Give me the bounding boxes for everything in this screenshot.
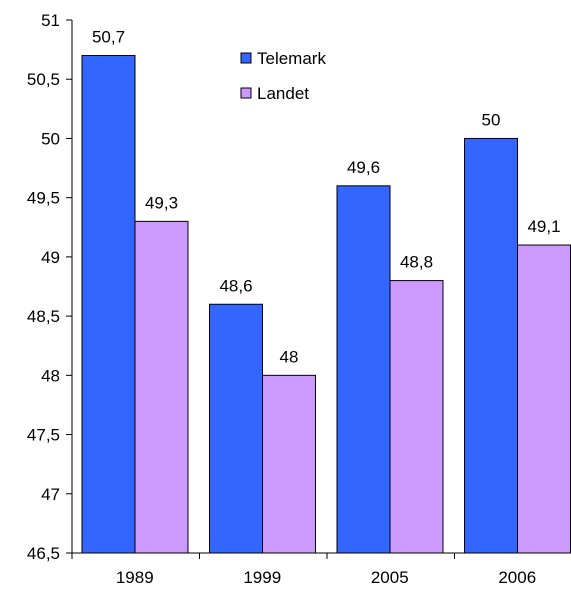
data-label: 48,6 <box>219 276 252 295</box>
y-tick-label: 49,5 <box>27 189 60 208</box>
y-tick-label: 51 <box>41 11 60 30</box>
y-tick-label: 50 <box>41 129 60 148</box>
y-tick-label: 48 <box>41 366 60 385</box>
legend: Telemark Landet <box>240 49 326 103</box>
legend-swatch-telemark <box>240 52 252 64</box>
y-tick-label: 50,5 <box>27 70 60 89</box>
data-label: 48,8 <box>400 253 433 272</box>
bars-group <box>81 55 571 554</box>
data-labels-group: 50,7 48,6 49,6 50 49,3 48 48,8 49,1 <box>92 28 561 367</box>
data-label: 50,7 <box>92 28 125 47</box>
data-label: 49,1 <box>527 217 560 236</box>
data-label: 49,3 <box>145 193 178 212</box>
legend-item-telemark: Telemark <box>240 49 326 68</box>
x-tick-label: 1989 <box>116 568 154 587</box>
bar-telemark-1999 <box>209 303 263 554</box>
x-ticks-group: 1989 1999 2005 2006 <box>71 553 536 587</box>
data-label: 49,6 <box>347 158 380 177</box>
y-tick-label: 46,5 <box>27 544 60 563</box>
bar-landet-1999 <box>262 374 316 554</box>
y-tick-label: 48,5 <box>27 307 60 326</box>
legend-label-landet: Landet <box>257 84 309 103</box>
y-tick-label: 47 <box>41 485 60 504</box>
y-tick-label: 49 <box>41 248 60 267</box>
data-label: 48 <box>280 347 299 366</box>
x-tick-label: 1999 <box>243 568 281 587</box>
bar-landet-2005 <box>389 280 444 554</box>
legend-swatch-landet <box>240 87 252 99</box>
x-tick-label: 2006 <box>498 568 536 587</box>
y-ticks-group: 46,5 47 47,5 48 48,5 49 49,5 50 50,5 51 <box>27 11 72 563</box>
bar-telemark-2006 <box>464 137 518 554</box>
legend-label-telemark: Telemark <box>257 49 326 68</box>
y-tick-label: 47,5 <box>27 426 60 445</box>
legend-item-landet: Landet <box>240 84 309 103</box>
x-tick-label: 2005 <box>371 568 409 587</box>
data-label: 50 <box>482 110 501 129</box>
bar-landet-1989 <box>134 220 189 554</box>
bar-telemark-1989 <box>81 55 136 554</box>
bar-telemark-2005 <box>336 185 391 554</box>
bar-landet-2006 <box>517 244 571 554</box>
